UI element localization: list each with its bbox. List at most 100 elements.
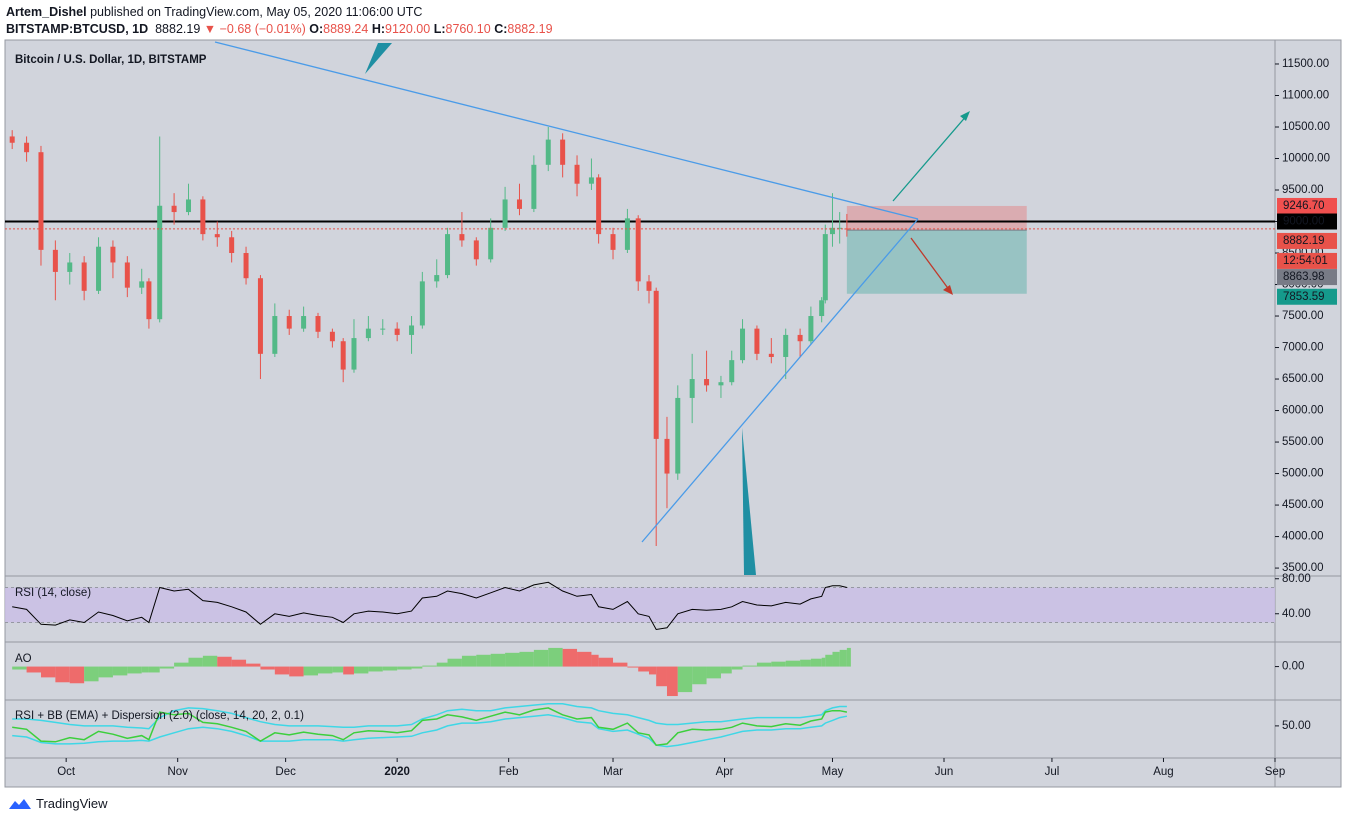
open: 8889.24 — [323, 22, 369, 36]
ao-bar — [846, 647, 851, 667]
ao-bar — [40, 666, 56, 678]
ao-bar — [839, 649, 847, 667]
candle-body — [157, 205, 163, 320]
candle-body — [243, 253, 249, 279]
candle-body — [545, 139, 551, 165]
ao-bar — [677, 666, 693, 693]
ao-bar — [731, 666, 743, 670]
x-tick-label: Sep — [1265, 766, 1285, 778]
header: Artem_Dishel published on TradingView.co… — [6, 4, 553, 38]
candle-body — [200, 199, 206, 235]
y-tick-label: 11000.00 — [1282, 90, 1329, 102]
ao-bar — [476, 654, 491, 667]
ao-bar — [742, 665, 757, 667]
risk-zone — [846, 205, 1027, 231]
candle-body — [610, 234, 616, 250]
pane-title: Bitcoin / U.S. Dollar, 1D, BITSTAMP — [15, 54, 207, 66]
candle-body — [653, 290, 659, 439]
y-tick-label: 80.00 — [1282, 573, 1311, 585]
candle-body — [419, 281, 425, 326]
candle-body — [380, 328, 386, 330]
pane-title: AO — [15, 653, 32, 665]
candle-body — [67, 262, 73, 272]
candle-body — [574, 164, 580, 184]
ao-bar — [771, 661, 786, 667]
price-tag-label: 8863.98 — [1283, 271, 1325, 283]
ao-bar — [436, 662, 448, 667]
candle-body — [488, 227, 494, 260]
plot-layer: Oct Nov Dec 2020 Feb Mar Apr May Jun Jul Aug Sep 350… — [5, 40, 1341, 787]
candle-body — [185, 199, 191, 213]
candle-body — [819, 300, 825, 317]
wedge — [365, 43, 392, 74]
ao-bar — [318, 666, 333, 674]
candle-body — [560, 139, 566, 165]
candle-body — [81, 262, 87, 291]
ao-bar — [613, 662, 628, 667]
candle-body — [24, 142, 30, 153]
candle-body — [445, 234, 451, 276]
publish-line: Artem_Dishel published on TradingView.co… — [6, 4, 553, 21]
l-prefix: L: — [433, 22, 446, 36]
indicator-line — [12, 707, 848, 746]
quote-line: BITSTAMP:BTCUSD, 1D 8882.19 ▼ −0.68 (−0.… — [6, 21, 553, 38]
candle-body — [829, 227, 835, 235]
ao-bar — [825, 654, 833, 667]
y-tick-label: 5500.00 — [1282, 436, 1324, 448]
low: 8760.10 — [445, 22, 491, 36]
ao-bar — [810, 658, 822, 667]
ao-bar — [656, 666, 667, 687]
candle-body — [797, 334, 803, 342]
ao-bar — [188, 657, 203, 667]
ao-bar — [202, 655, 218, 667]
x-tick-label: Jun — [935, 766, 954, 778]
ao-bar — [720, 666, 732, 674]
candle-body — [502, 199, 508, 228]
x-tick-label: Dec — [275, 766, 296, 778]
change: ▼ −0.68 (−0.01%) — [203, 22, 306, 36]
candle-body — [588, 177, 594, 184]
h-prefix: H: — [371, 22, 386, 36]
x-tick-label: Oct — [57, 766, 76, 778]
candle-body — [38, 152, 44, 250]
ao-bar — [382, 666, 398, 671]
footer: TradingView — [8, 796, 108, 811]
ao-bar — [422, 665, 437, 667]
candle-body — [740, 328, 746, 361]
candle-body — [124, 262, 130, 288]
candle-body — [646, 281, 652, 291]
candle-body — [365, 328, 371, 339]
ao-bar — [231, 659, 247, 667]
ao-bar — [397, 666, 412, 670]
candle-body — [301, 316, 307, 329]
price-tag-label: 8882.19 — [1283, 235, 1325, 247]
y-tick-label: 6500.00 — [1282, 373, 1324, 385]
candle-body — [837, 227, 843, 229]
candle-body — [754, 328, 760, 354]
brand: TradingView — [36, 796, 108, 811]
last: 8882.19 — [155, 22, 201, 36]
candle-body — [434, 275, 440, 282]
candle-body — [257, 278, 263, 354]
ao-bar — [533, 649, 549, 667]
price-tag — [1277, 232, 1337, 249]
ao-bar — [159, 666, 175, 669]
ao-bar — [127, 666, 142, 674]
y-tick-label: 7500.00 — [1282, 310, 1324, 322]
price-tag-label: 9000.00 — [1283, 216, 1325, 228]
candle-body — [624, 218, 630, 250]
ao-bar — [785, 660, 801, 667]
arrow-down — [910, 237, 951, 292]
candle-body — [110, 246, 116, 263]
candle-body — [531, 164, 537, 209]
ao-bar — [490, 653, 506, 667]
ao-bar — [148, 666, 160, 673]
arrow-head — [960, 111, 970, 121]
ao-bar — [447, 658, 462, 667]
ao-bar — [638, 666, 649, 672]
indicator-line — [12, 703, 847, 730]
candle-body — [146, 281, 152, 320]
candle-body — [704, 379, 710, 386]
y-tick-label: 11500.00 — [1282, 58, 1329, 70]
